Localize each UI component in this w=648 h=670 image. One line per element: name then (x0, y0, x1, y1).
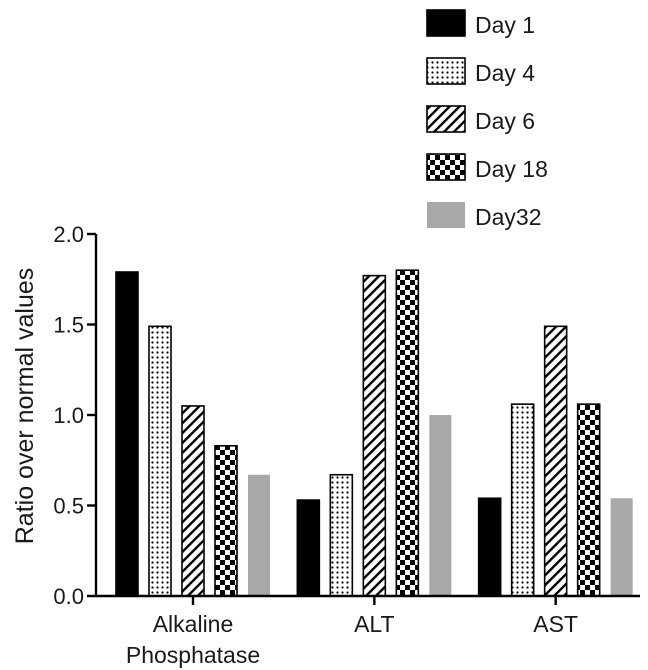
bar-day32-alkaline-phosphatase (248, 474, 270, 596)
x-category-label: Alkaline Phosphatase (126, 611, 260, 668)
legend-item: Day 18 (426, 153, 548, 182)
bars-group (115, 269, 633, 597)
legend-item: Day 6 (426, 105, 535, 134)
bar-day-6-alt (362, 274, 387, 597)
bar-day-4-alkaline-phosphatase (148, 325, 172, 597)
legend-label: Day 1 (475, 12, 535, 38)
legend-swatch (426, 153, 466, 181)
y-tick-label: 0.5 (53, 494, 84, 519)
bar-day32-alt (429, 415, 452, 596)
bar-day-1-alkaline-phosphatase (115, 271, 139, 597)
x-category-label: AST (533, 611, 578, 637)
y-tick-label: 0.0 (53, 584, 84, 609)
bar-day32-ast (610, 498, 633, 596)
legend-label: Day 18 (475, 156, 548, 182)
legend-swatch (427, 202, 465, 228)
legend-swatch (426, 57, 466, 85)
x-category-label: ALT (354, 611, 394, 637)
bar-day-6-ast (543, 325, 568, 597)
bar-day-18-alkaline-phosphatase (214, 444, 238, 597)
legend-item: Day32 (427, 202, 541, 230)
legend-label: Day 4 (475, 60, 535, 86)
bar-day-4-ast (510, 403, 535, 597)
bar-day-1-ast (477, 497, 502, 597)
bar-day-4-alt (329, 473, 354, 597)
legend-label: Day 6 (475, 108, 535, 134)
y-axis-ticks: 0.0 0.5 1.0 1.5 2.0 (53, 222, 96, 609)
bar-day-18-alt (395, 269, 420, 597)
legend-item: Day 4 (426, 57, 535, 86)
y-axis-title: Ratio over normal values (11, 268, 39, 545)
plot-area: 0.0 0.5 1.0 1.5 2.0 Alkaline Phosphatase ALT AS… (53, 222, 640, 668)
x-axis-ticks: Alkaline Phosphatase ALT AST (126, 596, 578, 668)
y-tick-label: 1.5 (53, 313, 84, 338)
legend-item: Day 1 (426, 9, 535, 38)
y-tick-label: 1.0 (53, 403, 84, 428)
bar-day-6-alkaline-phosphatase (181, 405, 205, 597)
bar-day-1-alt (296, 499, 321, 597)
legend-swatch (426, 9, 466, 37)
legend-swatch (426, 105, 466, 133)
legend: Day 1 Day 4 Day 6 Day 18 Day32 (426, 9, 548, 230)
bar-day-18-ast (576, 403, 601, 597)
legend-label: Day32 (475, 204, 541, 230)
y-tick-label: 2.0 (53, 222, 84, 247)
